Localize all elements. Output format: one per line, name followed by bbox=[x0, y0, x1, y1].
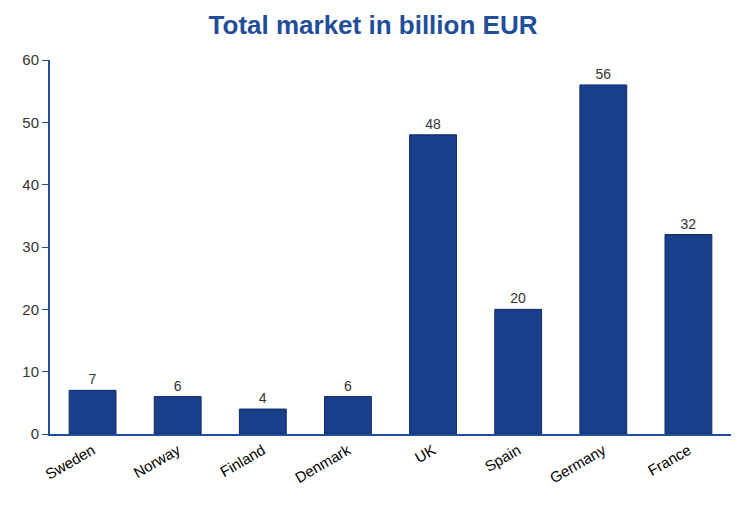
svg-text:4: 4 bbox=[259, 390, 267, 406]
svg-text:7: 7 bbox=[89, 371, 97, 387]
svg-text:32: 32 bbox=[681, 216, 697, 232]
svg-text:6: 6 bbox=[174, 378, 182, 394]
svg-text:Denmark: Denmark bbox=[292, 441, 354, 486]
svg-text:48: 48 bbox=[425, 116, 441, 132]
svg-text:20: 20 bbox=[510, 290, 526, 306]
svg-text:0: 0 bbox=[31, 425, 39, 442]
svg-text:France: France bbox=[645, 441, 694, 479]
svg-text:Norway: Norway bbox=[130, 441, 183, 481]
svg-text:Finland: Finland bbox=[217, 441, 268, 480]
svg-text:UK: UK bbox=[412, 441, 439, 466]
svg-text:20: 20 bbox=[22, 301, 39, 318]
svg-text:50: 50 bbox=[22, 114, 39, 131]
svg-text:Spain: Spain bbox=[482, 441, 524, 475]
svg-text:6: 6 bbox=[344, 378, 352, 394]
svg-text:56: 56 bbox=[595, 66, 611, 82]
svg-text:Total market in billion EUR: Total market in billion EUR bbox=[209, 10, 538, 40]
svg-text:60: 60 bbox=[22, 51, 39, 68]
svg-text:40: 40 bbox=[22, 176, 39, 193]
svg-text:10: 10 bbox=[22, 363, 39, 380]
svg-text:Germany: Germany bbox=[547, 441, 609, 487]
svg-text:30: 30 bbox=[22, 238, 39, 255]
svg-text:Sweden: Sweden bbox=[42, 441, 97, 483]
